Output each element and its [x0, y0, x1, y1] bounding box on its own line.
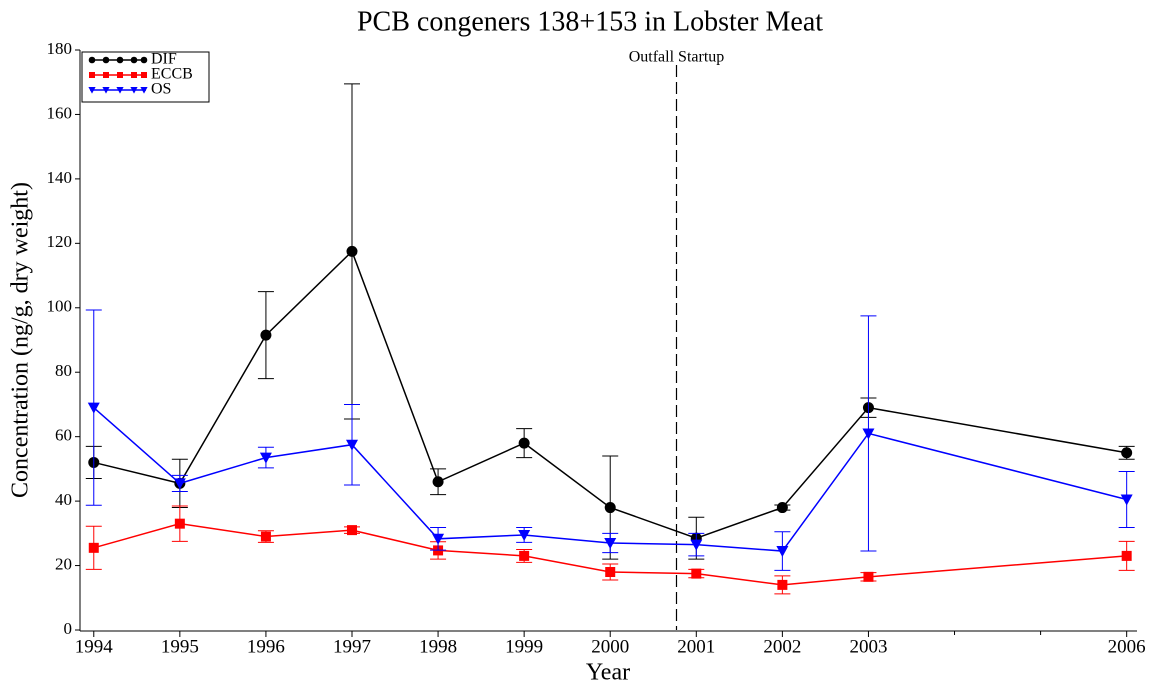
marker [259, 452, 272, 464]
legend-marker [117, 72, 123, 78]
legend-marker [131, 72, 137, 78]
annotation-text: Outfall Startup [629, 49, 725, 66]
legend-marker [116, 56, 124, 64]
y-tick-label: 100 [47, 297, 73, 316]
marker [691, 568, 702, 579]
marker [604, 502, 616, 514]
x-tick-label: 1994 [75, 636, 114, 657]
legend-marker [89, 72, 95, 78]
marker [260, 329, 272, 341]
marker [346, 245, 358, 257]
legend-label: OS [151, 81, 171, 98]
x-tick-label: 1999 [505, 636, 543, 657]
marker [518, 529, 531, 541]
y-tick-label: 140 [47, 168, 73, 187]
y-tick-label: 60 [55, 426, 72, 445]
y-tick-label: 0 [64, 619, 73, 638]
marker [690, 539, 703, 551]
x-tick-label: 1996 [247, 636, 285, 657]
marker [777, 579, 788, 590]
legend-marker [130, 87, 138, 94]
marker [1120, 494, 1133, 506]
legend-label: DIF [151, 51, 177, 68]
marker [1121, 550, 1132, 561]
marker [604, 538, 617, 549]
y-tick-label: 40 [55, 490, 72, 509]
marker [518, 437, 530, 449]
legend-marker [88, 56, 96, 64]
marker [174, 518, 185, 529]
marker [346, 525, 357, 536]
marker [605, 567, 616, 577]
legend-marker [102, 87, 110, 94]
y-tick-label: 120 [47, 232, 73, 251]
marker [432, 476, 444, 488]
legend-marker [140, 56, 148, 64]
marker [1121, 447, 1133, 459]
y-tick-label: 160 [47, 103, 73, 122]
chart-title: PCB congeners 138+153 in Lobster Meat [357, 6, 823, 37]
marker [173, 478, 186, 490]
legend-marker [103, 72, 109, 78]
legend-marker [116, 87, 124, 94]
legend-marker [140, 87, 148, 94]
legend-marker [102, 56, 110, 64]
legend-marker [141, 72, 147, 78]
y-axis-label: Concentration (ng/g, dry weight) [8, 182, 34, 498]
marker [863, 571, 874, 582]
x-axis-label: Year [586, 660, 630, 685]
marker [87, 402, 100, 414]
y-tick-label: 20 [55, 554, 72, 573]
marker [432, 533, 445, 545]
y-tick-label: 80 [55, 361, 72, 380]
legend-label: ECCB [151, 66, 193, 83]
x-tick-label: 1995 [161, 636, 199, 657]
x-tick-label: 2002 [763, 636, 801, 657]
legend-marker [88, 87, 96, 94]
x-tick-label: 2003 [849, 636, 887, 657]
marker [862, 428, 875, 440]
x-tick-label: 2000 [591, 636, 629, 657]
marker [519, 550, 530, 561]
marker [260, 531, 271, 542]
x-tick-label: 1998 [419, 636, 457, 657]
marker [345, 439, 358, 451]
x-tick-label: 2006 [1108, 636, 1146, 657]
legend-marker [130, 56, 138, 64]
marker [776, 502, 788, 514]
marker [88, 542, 99, 553]
x-tick-label: 1997 [333, 636, 371, 657]
y-tick-label: 180 [47, 39, 73, 58]
marker [776, 546, 789, 558]
x-tick-label: 2001 [677, 636, 715, 657]
